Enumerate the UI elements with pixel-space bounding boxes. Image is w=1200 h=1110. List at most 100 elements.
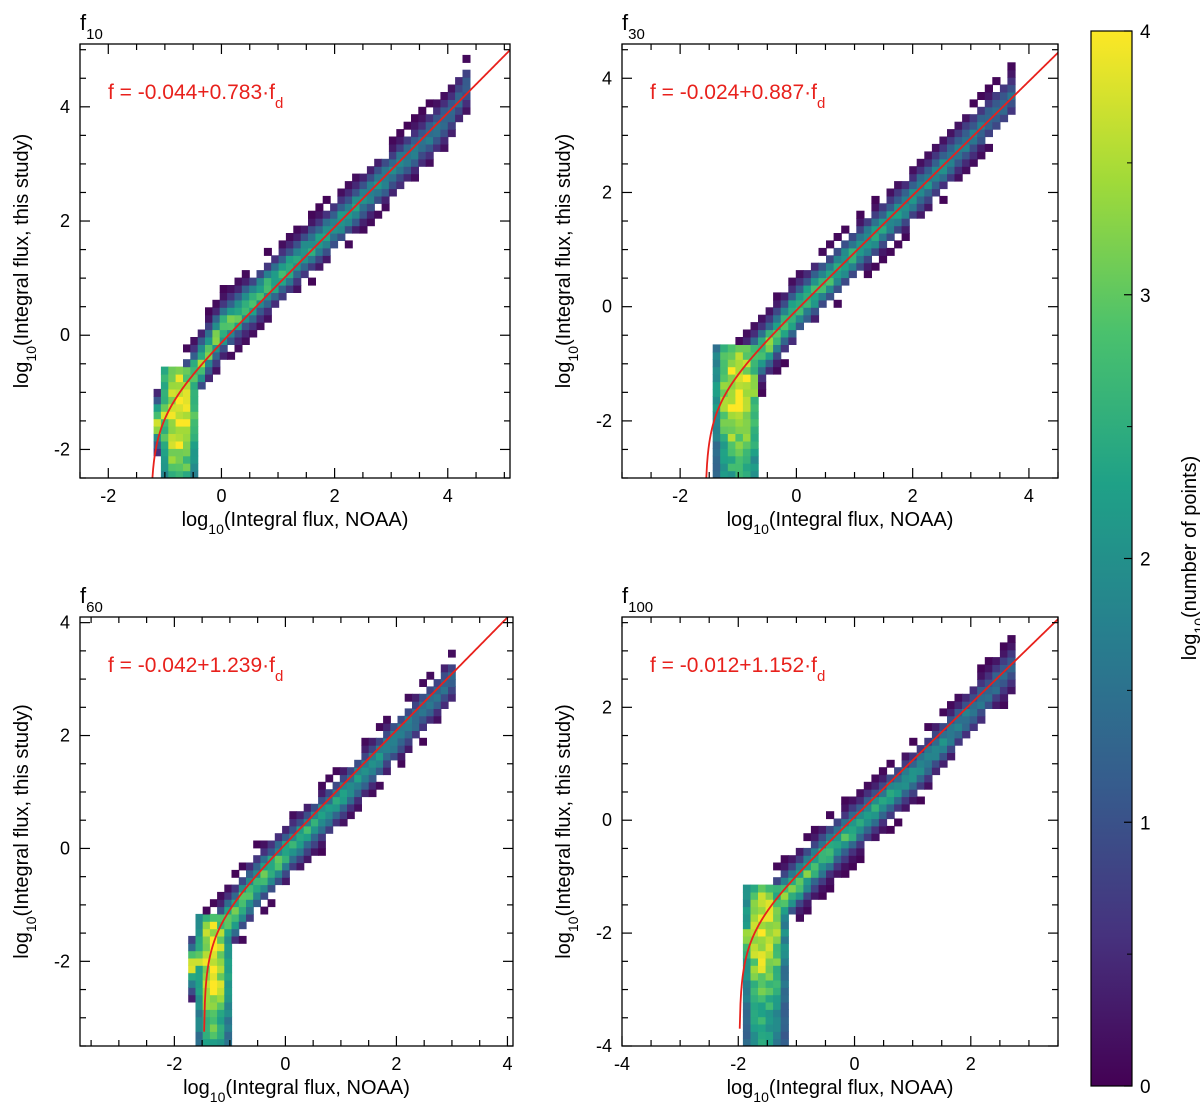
- density-cell: [780, 322, 789, 331]
- density-cell: [195, 1002, 204, 1010]
- density-cell: [403, 158, 412, 167]
- density-cell: [168, 366, 177, 375]
- density-cell: [440, 671, 449, 680]
- density-cell: [909, 796, 918, 805]
- density-cell: [347, 796, 355, 805]
- density-cell: [231, 935, 240, 944]
- density-cell: [954, 143, 963, 152]
- density-cell: [727, 381, 736, 390]
- density-cell: [780, 344, 789, 353]
- density-cell: [758, 388, 767, 397]
- density-cell: [238, 935, 247, 944]
- density-cell: [727, 374, 736, 383]
- density-cell: [750, 329, 759, 338]
- density-cell: [962, 158, 971, 167]
- density-cell: [999, 114, 1009, 123]
- density-cell: [735, 366, 744, 375]
- density-cell: [188, 957, 196, 966]
- density-cell: [325, 774, 334, 783]
- density-cell: [1007, 686, 1016, 695]
- density-cell: [418, 121, 427, 130]
- density-cell: [833, 299, 842, 308]
- density-cell: [712, 351, 721, 360]
- density-cell: [190, 440, 199, 449]
- fit-equation: f = -0.042+1.239·fd: [108, 654, 283, 685]
- density-cell: [448, 671, 456, 680]
- density-cell: [217, 906, 225, 915]
- density-cell: [720, 411, 729, 420]
- density-cell: [238, 913, 247, 922]
- density-cell: [366, 210, 375, 219]
- density-cell: [1007, 642, 1016, 651]
- density-cell: [810, 833, 820, 842]
- fit-equation-sub: d: [817, 95, 825, 112]
- density-cell: [750, 1016, 759, 1025]
- density-cell: [337, 203, 346, 212]
- density-cell: [939, 158, 948, 167]
- density-cell: [742, 470, 752, 478]
- density-cell: [924, 195, 933, 204]
- density-cell: [803, 307, 812, 316]
- density-cell: [765, 987, 774, 996]
- density-cell: [742, 906, 752, 915]
- density-cell: [886, 225, 895, 234]
- density-cell: [999, 657, 1009, 665]
- density-cell: [818, 285, 827, 293]
- density-cell: [419, 679, 427, 687]
- density-cell: [249, 299, 258, 308]
- density-cell: [354, 781, 362, 790]
- density-cell: [227, 314, 236, 323]
- density-cell: [939, 136, 948, 145]
- density-cell: [856, 218, 865, 227]
- density-cell: [833, 855, 842, 864]
- density-cell: [947, 737, 956, 746]
- density-cell: [374, 188, 383, 197]
- density-cell: [712, 344, 721, 353]
- fit-curve: [738, 618, 1058, 1029]
- density-cell: [788, 329, 797, 338]
- density-cell: [826, 285, 835, 293]
- density-cell: [318, 803, 326, 812]
- density-cell: [901, 181, 910, 190]
- axis-ticks: [621, 44, 1059, 479]
- density-cell: [765, 965, 774, 974]
- density-cell: [727, 403, 736, 412]
- density-cell: [742, 1002, 752, 1010]
- density-cell: [425, 143, 434, 152]
- density-cell: [780, 935, 789, 944]
- density-cell: [227, 322, 236, 331]
- density-cell: [916, 210, 925, 219]
- density-cell: [765, 329, 774, 338]
- density-cell: [795, 307, 804, 316]
- density-cell: [1007, 99, 1016, 108]
- x-tick-label: -2: [730, 1054, 746, 1074]
- density-cell: [361, 767, 370, 776]
- density-cell: [217, 994, 225, 1003]
- density-cell: [795, 285, 804, 293]
- density-cell: [274, 840, 283, 849]
- density-cell: [999, 664, 1009, 673]
- density-cell: [984, 664, 993, 673]
- density-cell: [293, 233, 302, 241]
- density-cell: [758, 891, 767, 900]
- density-cell: [863, 803, 872, 812]
- density-cell: [773, 359, 782, 368]
- density-cell: [841, 247, 850, 256]
- density-cell: [742, 396, 752, 405]
- density-cell: [894, 218, 903, 227]
- density-cell: [765, 1002, 774, 1010]
- density-cell: [863, 270, 872, 279]
- density-cell: [1007, 69, 1016, 78]
- density-cell: [403, 121, 412, 130]
- density-cell: [773, 987, 782, 996]
- fit-equation-text: f = -0.044+0.783·f: [108, 81, 275, 104]
- density-cell: [712, 470, 721, 478]
- density-cell: [871, 833, 880, 842]
- density-cell: [878, 247, 888, 256]
- density-cell: [916, 767, 925, 776]
- density-cell: [462, 69, 471, 78]
- density-cell: [366, 195, 375, 204]
- density-cell: [448, 649, 456, 658]
- density-cell: [246, 906, 254, 915]
